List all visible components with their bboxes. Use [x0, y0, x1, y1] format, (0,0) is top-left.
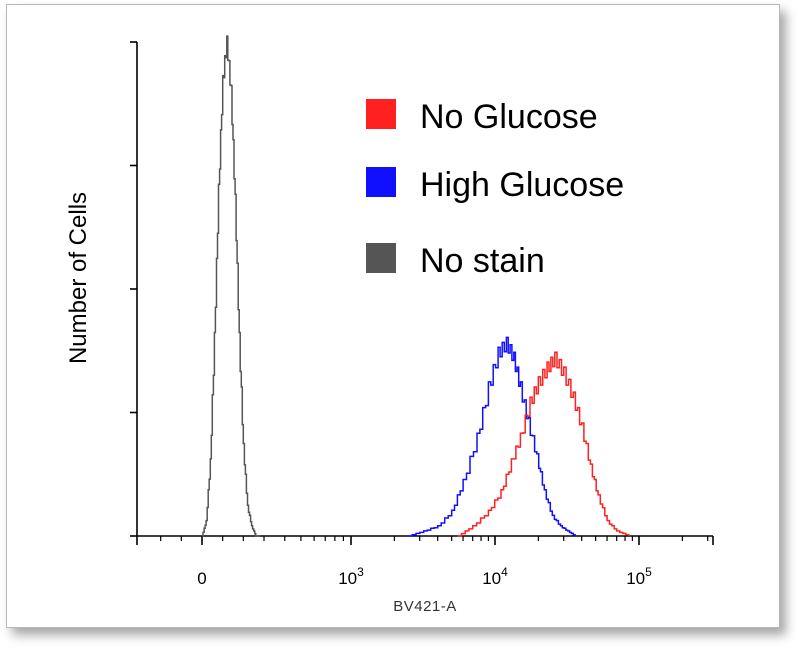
x-tick-label: 103 [338, 565, 364, 588]
legend-label-high-glucose: High Glucose [420, 166, 624, 204]
legend: No Glucose High Glucose No stain [366, 98, 624, 280]
series-layer [202, 35, 630, 537]
x-tick-labels: 0 103 104 105 [197, 565, 652, 588]
legend-label-no-stain: No stain [420, 242, 545, 280]
series-line-no-stain [202, 35, 260, 537]
legend-swatch-no-glucose [366, 99, 396, 129]
x-tick-label: 105 [626, 565, 652, 588]
y-axis-label: Number of Cells [65, 192, 92, 364]
legend-label-no-glucose: No Glucose [420, 98, 598, 136]
x-axis-label: BV421-A [393, 598, 457, 615]
x-tick-label: 0 [197, 569, 206, 588]
legend-swatch-high-glucose [366, 167, 396, 197]
tick-marks [130, 41, 714, 545]
x-tick-label: 104 [482, 565, 508, 588]
series-line-no-glucose [457, 351, 630, 537]
legend-swatch-no-stain [366, 243, 396, 273]
series-line-high-glucose [408, 336, 576, 537]
